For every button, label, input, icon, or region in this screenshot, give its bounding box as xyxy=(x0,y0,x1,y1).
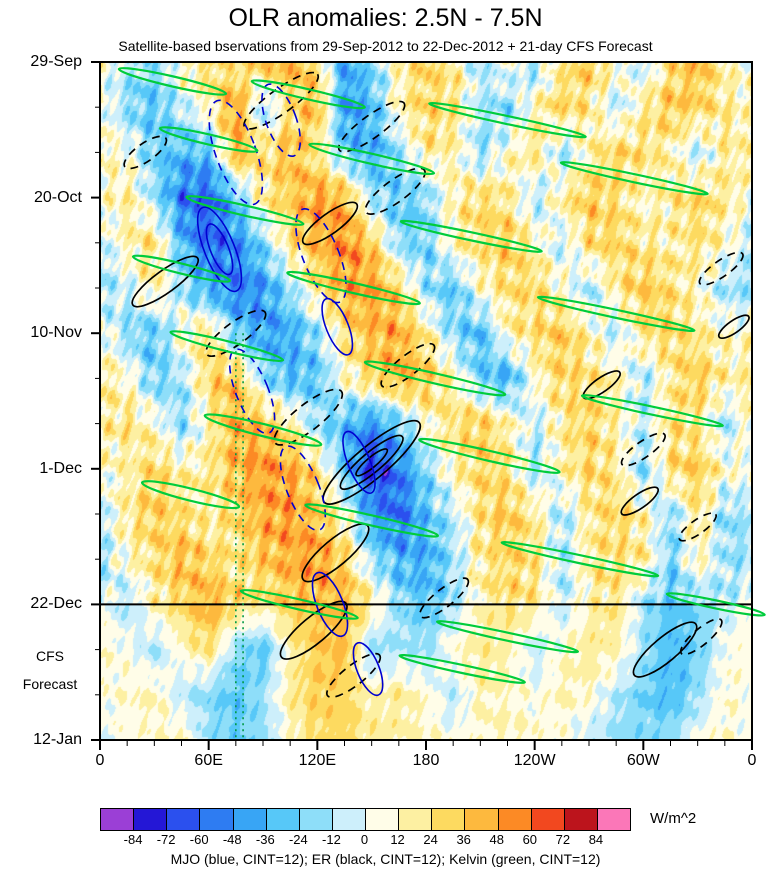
wave-contour-overlay xyxy=(100,66,766,740)
colorbar-unit-label: W/m^2 xyxy=(650,810,697,827)
kelvin-wave-contour xyxy=(435,620,580,654)
plot-area xyxy=(100,62,766,740)
er-wave-contour xyxy=(380,342,436,389)
colorbar-tick-label: 0 xyxy=(360,832,369,847)
colorbar-segment xyxy=(134,809,168,830)
kelvin-wave-contour xyxy=(399,219,543,253)
er-wave-contour xyxy=(301,201,359,246)
mjo-wave-contour xyxy=(208,99,264,206)
mjo-wave-contour xyxy=(321,297,354,356)
y-tick-label: 22-Dec xyxy=(30,595,82,613)
er-wave-contour xyxy=(620,432,666,467)
kelvin-wave-contour xyxy=(500,541,660,578)
x-tick-label: 60W xyxy=(626,752,660,769)
er-wave-contour xyxy=(322,419,422,505)
kelvin-wave-contour xyxy=(308,142,436,176)
er-wave-contour xyxy=(717,314,750,340)
colorbar-segment xyxy=(332,809,366,830)
colorbar-tick-label: 84 xyxy=(588,832,604,847)
colorbar-segment xyxy=(366,809,400,830)
colorbar-segment xyxy=(101,809,135,830)
colorbar-tick-label: 60 xyxy=(522,832,538,847)
x-tick-label: 180 xyxy=(412,752,440,769)
cfs-forecast-label-line1: CFS xyxy=(36,648,64,664)
y-tick-label: 1-Dec xyxy=(39,459,82,477)
colorbar-tick-label: 24 xyxy=(423,832,438,847)
colorbar-segment xyxy=(531,809,565,830)
kelvin-wave-contour xyxy=(363,360,507,397)
kelvin-wave-contour xyxy=(169,330,285,363)
mjo-wave-contour xyxy=(342,430,376,495)
colorbar-segment xyxy=(200,809,234,830)
colorbar-segment xyxy=(597,809,630,830)
kelvin-wave-contour xyxy=(158,126,259,153)
kelvin-wave-contour xyxy=(286,270,421,306)
y-tick-label: 20-Oct xyxy=(33,188,82,206)
kelvin-wave-contour xyxy=(250,79,366,110)
x-tick-label: 0 xyxy=(747,752,757,769)
er-wave-contour xyxy=(355,448,389,477)
er-wave-contour xyxy=(123,135,168,170)
colorbar xyxy=(100,808,631,831)
subtitle: Satellite-based bservations from 29-Sep-… xyxy=(118,38,653,54)
er-wave-contour xyxy=(698,251,744,286)
y-tick-label: 29-Sep xyxy=(30,53,82,70)
er-wave-contour xyxy=(273,388,344,446)
colorbar-segment xyxy=(399,809,433,830)
kelvin-wave-contour xyxy=(185,195,305,226)
kelvin-wave-contour xyxy=(131,254,232,283)
page-title: OLR anomalies: 2.5N - 7.5N xyxy=(228,4,543,32)
y-tick-label: 10-Nov xyxy=(30,324,82,342)
x-tick-label: 0 xyxy=(95,752,105,769)
colorbar-tick-label: -12 xyxy=(322,832,341,847)
colorbar-segment xyxy=(465,809,499,830)
kelvin-wave-contour xyxy=(304,503,440,538)
wave-legend-text: MJO (blue, CINT=12); ER (black, CINT=12)… xyxy=(170,851,601,867)
x-tick-label: 120W xyxy=(513,752,556,769)
er-wave-contour xyxy=(418,577,470,619)
colorbar-segment xyxy=(233,809,267,830)
colorbar-segment xyxy=(564,809,598,830)
mjo-wave-contour xyxy=(196,206,243,293)
kelvin-wave-contour xyxy=(559,161,709,196)
er-wave-contour xyxy=(339,434,404,491)
mjo-wave-contour xyxy=(352,641,384,697)
colorbar-tick-label: -72 xyxy=(156,832,176,847)
kelvin-wave-contour xyxy=(428,101,587,139)
colorbar-tick-label: -60 xyxy=(189,832,209,847)
kelvin-wave-contour xyxy=(418,437,561,474)
er-wave-contour xyxy=(301,523,370,583)
kelvin-wave-contour xyxy=(117,66,228,96)
kelvin-wave-contour xyxy=(203,413,323,447)
y-tick-label: 12-Jan xyxy=(33,731,82,748)
colorbar-tick-label: 36 xyxy=(456,832,471,847)
colorbar-tick-label: -24 xyxy=(288,832,308,847)
kelvin-wave-contour xyxy=(140,480,241,510)
colorbar-segment xyxy=(432,809,466,830)
colorbar-tick-label: 48 xyxy=(489,832,504,847)
x-tick-label: 60E xyxy=(194,752,223,769)
colorbar-segment xyxy=(498,809,532,830)
mjo-wave-contour xyxy=(205,223,234,276)
colorbar-tick-label: -48 xyxy=(222,832,242,847)
colorbar-tick-label: 12 xyxy=(390,832,405,847)
colorbar-tick-label: -36 xyxy=(255,832,275,847)
kelvin-wave-contour xyxy=(398,654,526,684)
er-wave-contour xyxy=(678,512,717,542)
mjo-wave-contour xyxy=(279,445,327,532)
colorbar-tick-label: -84 xyxy=(123,832,143,847)
colorbar-tick-label: 72 xyxy=(555,832,571,847)
er-wave-contour xyxy=(679,618,723,656)
colorbar-segment xyxy=(266,809,300,830)
er-wave-contour xyxy=(620,486,660,516)
cfs-forecast-label-line2: Forecast xyxy=(22,676,78,692)
er-wave-contour xyxy=(632,621,698,678)
x-tick-label: 120E xyxy=(298,752,337,769)
kelvin-wave-contour xyxy=(536,295,696,333)
colorbar-segment xyxy=(299,809,333,830)
kelvin-wave-contour xyxy=(580,394,724,428)
er-wave-contour xyxy=(337,100,406,153)
colorbar-segment xyxy=(167,809,201,830)
